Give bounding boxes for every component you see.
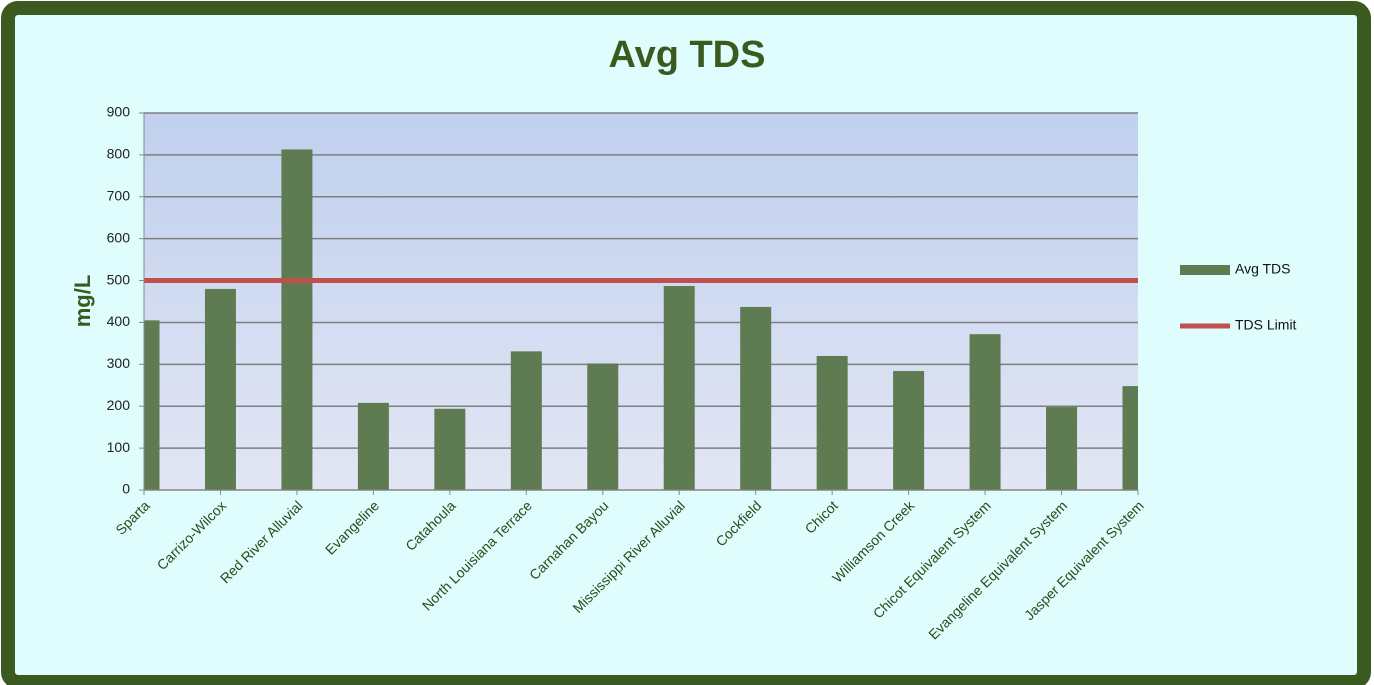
- y-tick-label: 700: [107, 187, 131, 203]
- bar: [893, 371, 925, 490]
- bar: [1046, 407, 1078, 490]
- y-tick-label: 600: [107, 229, 131, 245]
- y-tick-label: 0: [122, 481, 130, 497]
- y-tick-label: 500: [107, 271, 131, 287]
- bar: [357, 402, 389, 490]
- bar: [204, 288, 236, 490]
- bar: [663, 286, 695, 490]
- bar: [740, 306, 772, 490]
- bar: [587, 363, 619, 490]
- bar: [510, 351, 542, 490]
- y-tick-label: 200: [107, 397, 131, 413]
- bar: [144, 320, 160, 490]
- legend-swatch: [1180, 265, 1230, 275]
- y-tick-label: 300: [107, 355, 131, 371]
- y-tick-label: 100: [107, 439, 131, 455]
- bar: [434, 408, 466, 490]
- y-tick-label: 900: [107, 104, 131, 120]
- y-axis-label: mg/L: [70, 275, 95, 328]
- legend-label: TDS Limit: [1235, 317, 1297, 333]
- bar: [969, 334, 1001, 490]
- legend-label: Avg TDS: [1235, 261, 1291, 277]
- y-tick-label: 400: [107, 313, 131, 329]
- chart-title: Avg TDS: [609, 34, 766, 76]
- marks: [144, 149, 1138, 490]
- bar: [816, 355, 848, 490]
- bar: [1122, 386, 1138, 490]
- y-tick-label: 800: [107, 146, 131, 162]
- bar: [281, 149, 313, 490]
